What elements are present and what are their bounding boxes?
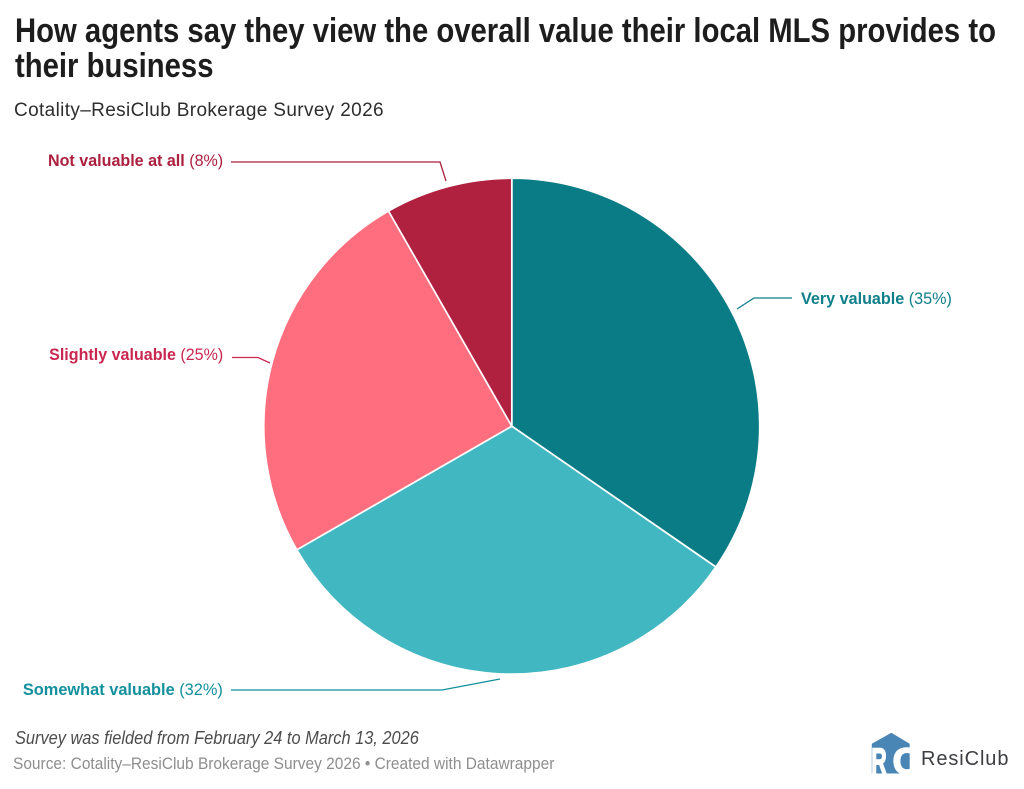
svg-text:C: C <box>893 740 912 774</box>
svg-text:R: R <box>871 740 887 774</box>
